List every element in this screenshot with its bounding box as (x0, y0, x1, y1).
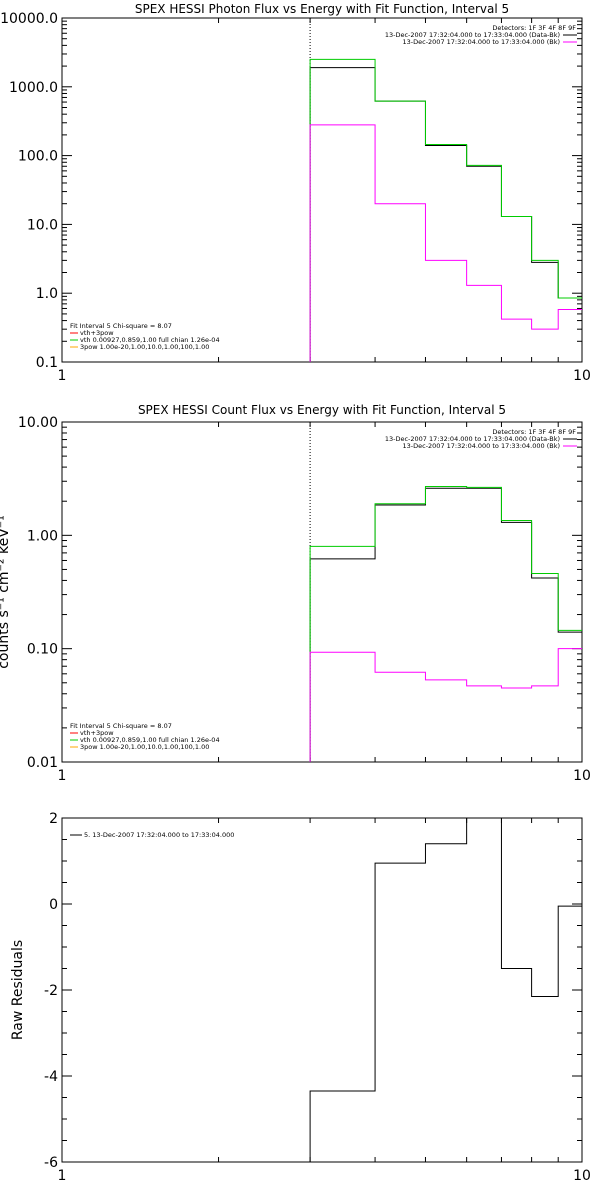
legend-entry-text: vth+3pow (80, 329, 114, 337)
y-axis: 0.01 0.10 1.00 10.00 (18, 415, 582, 771)
legend-fit-header: Fit Interval 5 Chi-square = 8.07 (70, 322, 172, 330)
y-tick-label: 0.01 (27, 755, 58, 771)
plot-frame (61, 421, 583, 763)
legend-entry-text: vth+3pow (80, 729, 114, 737)
y-tick-label: 0 (49, 897, 58, 913)
y-axis: 0.1 1.0 10.0 100.0 1000.0 10000.0 (0, 11, 582, 371)
y-tick-label: 10000.0 (0, 11, 58, 27)
legend-entry-text: 13-Dec-2007 17:32:04.000 to 17:33:04.000… (403, 38, 561, 46)
legend-detectors-text: Detectors: 1F 3F 4F 8F 9F (492, 24, 576, 32)
series-3-line (309, 124, 582, 362)
y-tick-label: 100.0 (18, 149, 58, 165)
series-2-line (309, 485, 582, 762)
y-tick-label: -6 (44, 1155, 58, 1171)
y-tick-label: 1000.0 (9, 80, 58, 96)
legend-entry-text: 13-Dec-2007 17:32:04.000 to 17:33:04.000… (385, 435, 560, 443)
y-tick-label: 1.0 (36, 286, 58, 302)
x-tick-label: 10 (573, 1168, 591, 1184)
legend-bottom-left: Fit Interval 5 Chi-square = 8.07vth+3pow… (70, 322, 220, 351)
plot-frame (61, 17, 583, 363)
chart-title: SPEX HESSI Photon Flux vs Energy with Fi… (135, 2, 509, 16)
x-tick-label: 10 (573, 368, 591, 384)
legend-entry-text: 13-Dec-2007 17:32:04.000 to 17:33:04.000… (403, 442, 561, 450)
y-tick-label: -4 (44, 1069, 58, 1085)
x-axis: 1 10 (58, 422, 591, 784)
legend-entry-text: 3pow 1.00e-20,1.00,10.0,1.00,100,1.00 (80, 343, 209, 351)
y-axis: -6 -4 -2 0 2 (44, 811, 582, 1171)
y-tick-label: 2 (49, 811, 58, 827)
plot-frame (61, 817, 583, 1163)
series-1-line (309, 818, 582, 1162)
series-group (309, 818, 582, 1162)
legend-entry-text: vth 0.00927,0.859,1.00 full chian 1.26e-… (80, 736, 220, 744)
legend-entry-text: 5. 13-Dec-2007 17:32:04.000 to 17:33:04.… (84, 831, 234, 839)
legend-detectors-text: Detectors: 1F 3F 4F 8F 9F (492, 428, 576, 436)
chart-title: SPEX HESSI Count Flux vs Energy with Fit… (138, 403, 506, 417)
chart-panel-1: SPEX HESSI Photon Flux vs Energy with Fi… (0, 2, 591, 384)
series-1-line (309, 67, 582, 362)
legend-entry-text: 13-Dec-2007 17:32:04.000 to 17:33:04.000… (385, 31, 560, 39)
y-axis-label: counts s⁻¹ cm⁻² keV⁻¹ (0, 515, 12, 669)
y-tick-label: 0.10 (27, 642, 58, 658)
series-3-line (309, 648, 582, 762)
y-axis-label: Raw Residuals (10, 940, 26, 1040)
series-group (309, 485, 582, 762)
x-tick-label: 1 (58, 368, 67, 384)
chart-panel-3: 1 10 -6 -4 -2 0 2 Raw Residuals 5. 13-Dec-2007 1… (10, 811, 591, 1184)
y-tick-label: -2 (44, 983, 58, 999)
y-tick-label: 10.0 (27, 217, 58, 233)
series-2-line (309, 58, 582, 362)
legend-entry-text: vth 0.00927,0.859,1.00 full chian 1.26e-… (80, 336, 220, 344)
legend-top-left: 5. 13-Dec-2007 17:32:04.000 to 17:33:04.… (70, 831, 234, 839)
legend-fit-header: Fit Interval 5 Chi-square = 8.07 (70, 722, 172, 730)
x-tick-label: 1 (58, 768, 67, 784)
x-tick-label: 1 (58, 1168, 67, 1184)
series-group (309, 58, 582, 362)
legend-entry-text: 3pow 1.00e-20,1.00,10.0,1.00,100,1.00 (80, 743, 209, 751)
series-1-line (309, 487, 582, 762)
x-tick-label: 10 (573, 768, 591, 784)
legend-bottom-left: Fit Interval 5 Chi-square = 8.07vth+3pow… (70, 722, 220, 751)
y-tick-label: 0.1 (36, 355, 58, 371)
y-tick-label: 10.00 (18, 415, 58, 431)
x-axis: 1 10 (58, 818, 591, 1184)
chart-panel-2: SPEX HESSI Count Flux vs Energy with Fit… (0, 403, 591, 784)
y-tick-label: 1.00 (27, 528, 58, 544)
